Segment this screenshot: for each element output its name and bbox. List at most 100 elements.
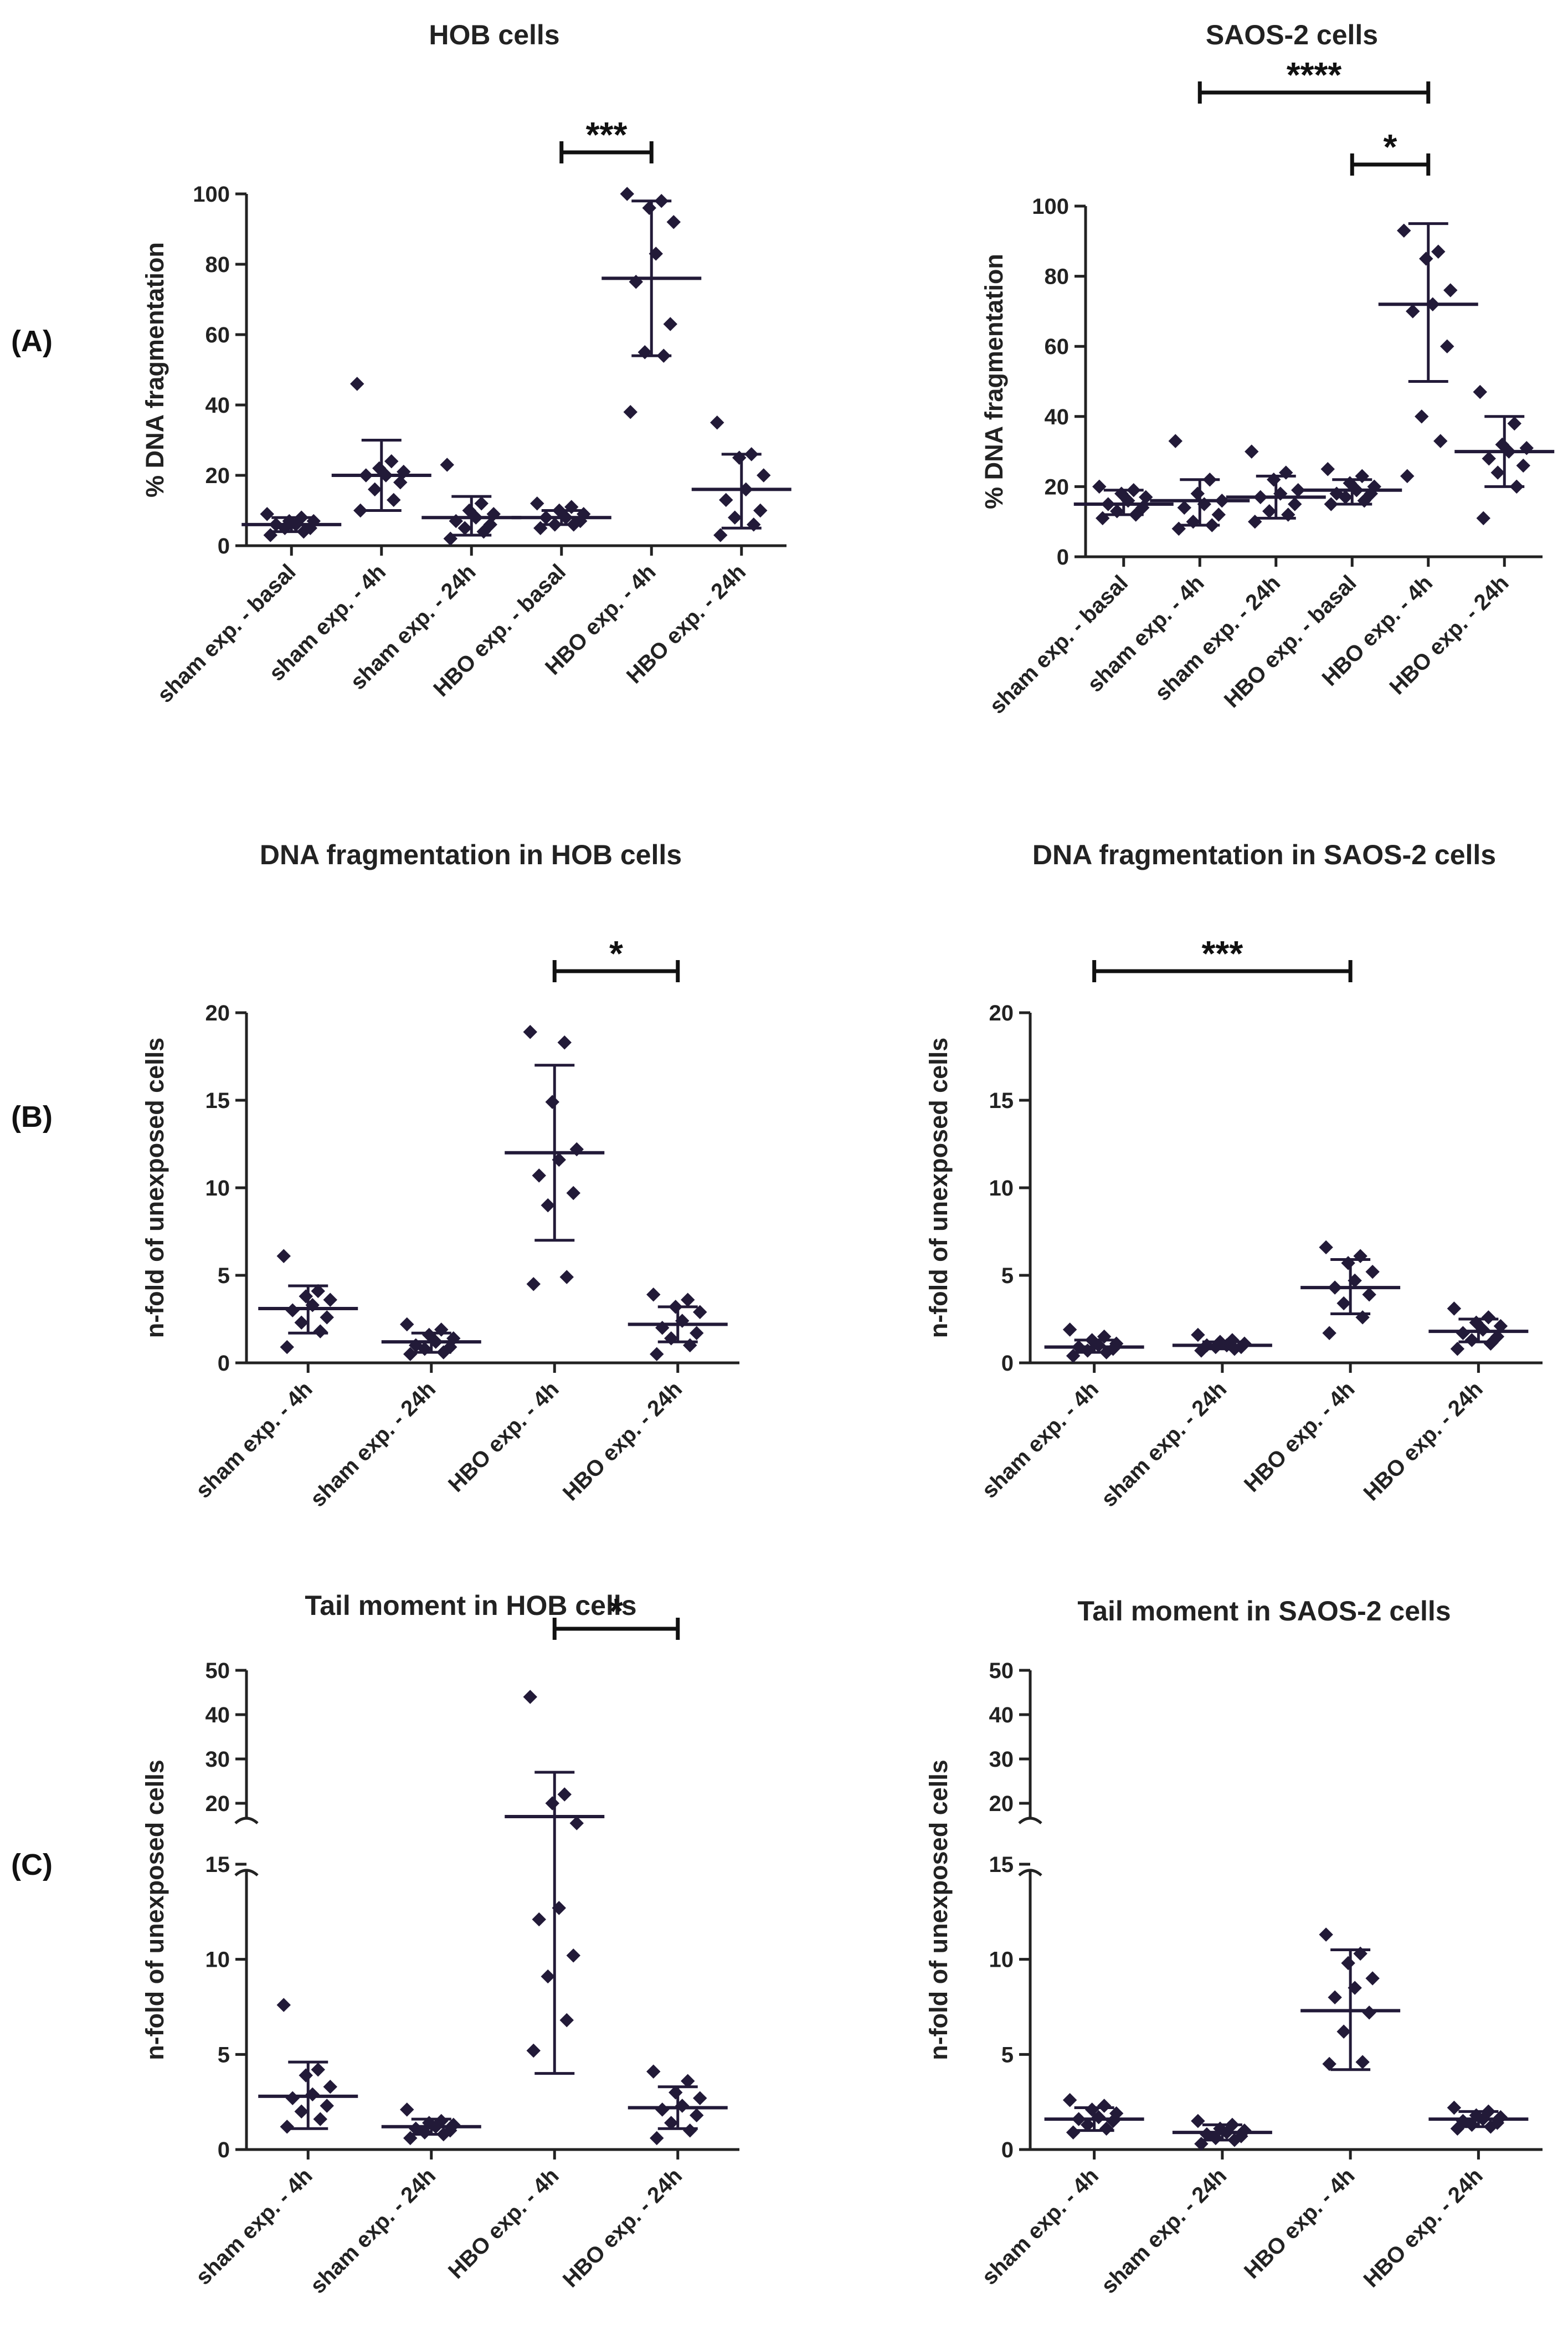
significance-label: ****: [1287, 55, 1342, 95]
x-tick-label: sham exp. - basal: [985, 571, 1133, 719]
y-tick-label: 15: [989, 1089, 1014, 1113]
data-point: [1355, 1310, 1370, 1325]
data-point: [1406, 304, 1420, 319]
data-point: [1279, 465, 1293, 480]
data-point: [728, 510, 742, 525]
data-point: [646, 2064, 661, 2079]
data-point: [1507, 416, 1521, 431]
data-point: [526, 1277, 541, 1291]
data-point: [1440, 339, 1454, 353]
x-tick-label: sham exp. - 4h: [191, 1377, 317, 1503]
data-point: [320, 2099, 334, 2113]
y-tick-label: 5: [1001, 2043, 1014, 2067]
axis-break-mark: [1018, 1817, 1042, 1824]
data-point: [638, 345, 652, 360]
data-point: [683, 2123, 697, 2138]
y-tick-label: 50: [989, 1659, 1014, 1683]
data-point: [650, 1347, 664, 1361]
data-point: [532, 1912, 546, 1927]
data-point: [1328, 1990, 1342, 2005]
data-point: [1237, 1336, 1252, 1351]
data-point: [663, 317, 677, 331]
y-tick-label: 60: [1045, 335, 1070, 359]
data-point: [294, 1315, 309, 1330]
row-label-a: (A): [11, 325, 53, 358]
data-point: [1464, 1333, 1479, 1347]
y-tick-label: 15: [989, 1853, 1014, 1877]
data-point: [532, 1168, 546, 1183]
y-axis-label: % DNA fragmentation: [980, 254, 1008, 509]
data-point: [1400, 469, 1415, 484]
y-tick-label: 15: [205, 1089, 230, 1113]
y-tick-label: 20: [205, 1001, 230, 1025]
y-tick-label: 50: [205, 1659, 230, 1683]
data-point: [1225, 1333, 1240, 1347]
data-point: [1353, 1249, 1367, 1263]
data-point: [294, 2104, 309, 2119]
data-point: [642, 201, 656, 216]
data-point: [1191, 1327, 1205, 1342]
data-point: [384, 454, 399, 469]
data-point: [1245, 444, 1259, 459]
chart-title: HOB cells: [429, 19, 559, 50]
x-tick-label: sham exp. - 24h: [1097, 1377, 1231, 1511]
data-point: [1493, 1319, 1508, 1333]
data-point: [276, 1998, 291, 2012]
data-point: [1186, 514, 1200, 529]
chart-title: DNA fragmentation in HOB cells: [260, 839, 682, 870]
y-tick-label: 20: [989, 1792, 1014, 1816]
data-point: [1365, 1971, 1380, 1986]
data-point: [299, 2068, 313, 2082]
x-tick-label: HBO exp. - 24h: [558, 1377, 687, 1505]
y-axis-label: n-fold of unexposed cells: [141, 1760, 169, 2060]
data-point: [440, 458, 454, 472]
data-point: [713, 528, 728, 542]
data-point: [1097, 2099, 1112, 2113]
data-point: [650, 2131, 664, 2146]
data-point: [1476, 511, 1490, 526]
data-point: [1362, 1288, 1376, 1302]
data-point: [1341, 1256, 1355, 1270]
data-point: [1490, 1329, 1505, 1344]
data-point: [387, 493, 401, 507]
data-point: [276, 1249, 291, 1263]
x-tick-label: HBO exp. - 24h: [1359, 1377, 1487, 1505]
data-point: [1431, 244, 1446, 259]
x-tick-label: sham exp. - 24h: [1150, 571, 1285, 705]
data-point: [323, 1292, 337, 1307]
y-tick-label: 40: [1045, 405, 1070, 429]
x-tick-label: HBO exp. - basal: [1220, 571, 1361, 712]
row-label-b: (B): [11, 1100, 53, 1133]
chart-B-left: DNA fragmentation in HOB cells n-fold of …: [141, 839, 739, 1512]
data-point: [457, 521, 472, 535]
y-tick-label: 0: [218, 1351, 230, 1376]
chart-title: DNA fragmentation in SAOS-2 cells: [1032, 839, 1496, 870]
data-point: [1341, 1956, 1355, 1971]
data-point: [1062, 1322, 1077, 1337]
data-point: [1336, 2024, 1351, 2039]
data-point: [753, 503, 768, 518]
y-tick-label: 100: [1032, 194, 1069, 219]
chart-title: Tail moment in HOB cells: [305, 1590, 636, 1621]
y-tick-label: 0: [1001, 1351, 1014, 1376]
data-point: [747, 517, 761, 532]
data-point: [1288, 497, 1302, 511]
data-point: [545, 1095, 559, 1109]
y-tick-label: 20: [1045, 475, 1070, 499]
data-point: [443, 531, 457, 546]
data-point: [757, 468, 771, 483]
data-point: [523, 1025, 537, 1039]
y-tick-label: 20: [205, 464, 230, 488]
data-point: [1281, 507, 1295, 522]
y-tick-label: 80: [1045, 265, 1070, 289]
data-point: [690, 2108, 704, 2122]
x-tick-label: sham exp. - 4h: [977, 2163, 1103, 2290]
data-point: [1191, 2114, 1205, 2128]
data-point: [1481, 1310, 1496, 1325]
data-point: [483, 517, 497, 532]
data-point: [1365, 1264, 1380, 1279]
y-axis-label: % DNA fragmentation: [141, 242, 169, 497]
x-tick-label: HBO exp. - 4h: [1240, 1377, 1360, 1497]
x-tick-label: sham exp. - 24h: [306, 2163, 440, 2298]
data-point: [1322, 2056, 1336, 2071]
